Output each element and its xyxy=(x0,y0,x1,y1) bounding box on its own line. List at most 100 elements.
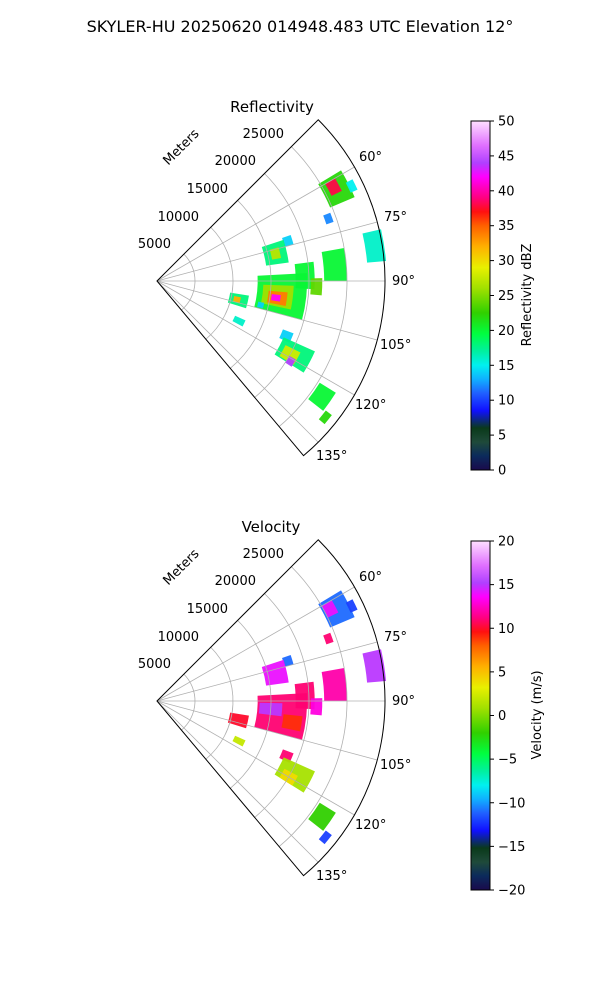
azimuth-spoke xyxy=(156,586,355,702)
range-label-5000: 5000 xyxy=(138,657,171,672)
data-cell xyxy=(345,599,358,613)
data-cell xyxy=(281,714,303,732)
range-ring xyxy=(230,620,272,789)
data-cell xyxy=(232,735,246,747)
data-cell xyxy=(310,278,323,296)
colorbar-tick-label: 5 xyxy=(498,429,506,444)
data-cell xyxy=(308,802,336,831)
data-cell xyxy=(362,229,387,263)
range-ring xyxy=(278,566,348,847)
range-label-25000: 25000 xyxy=(243,547,284,562)
data-cell xyxy=(318,410,332,425)
azimuth-spoke xyxy=(156,641,378,702)
reflectivity-colorbar-ticks: 0 5 10 15 20 25 30 35 40 45 50 xyxy=(490,115,515,479)
colorbar-tick-label: 0 xyxy=(498,709,506,724)
data-cell xyxy=(227,712,249,729)
velocity-data-layer xyxy=(227,590,387,845)
azimuth-label-135: 135° xyxy=(316,449,347,464)
data-cell xyxy=(270,294,281,302)
colorbar-tick-label: −5 xyxy=(498,753,517,768)
range-ring xyxy=(205,646,234,760)
range-ring xyxy=(278,146,348,427)
data-cell xyxy=(321,668,347,701)
reflectivity-title: Reflectivity xyxy=(230,98,314,116)
velocity-colorbar-label: Velocity (m/s) xyxy=(530,670,545,759)
azimuth-spoke xyxy=(156,700,378,761)
velocity-colorbar-ticks: −20 −15 −10 −5 0 5 10 15 20 xyxy=(490,535,525,899)
azimuth-spoke xyxy=(156,280,378,341)
data-cell xyxy=(232,315,246,327)
colorbar-tick-label: −15 xyxy=(498,840,525,855)
reflectivity-azimuth-labels: 60° 75° 90° 105° 120° 135° xyxy=(316,150,415,464)
range-label-20000: 20000 xyxy=(215,154,256,169)
reflectivity-data-layer xyxy=(227,170,387,425)
velocity-title: Velocity xyxy=(242,518,301,536)
azimuth-label-105: 105° xyxy=(380,758,411,773)
range-label-10000: 10000 xyxy=(158,630,199,645)
colorbar-tick-label: 20 xyxy=(498,324,515,339)
azimuth-spoke xyxy=(156,700,355,816)
colorbar-tick-label: 10 xyxy=(498,394,515,409)
velocity-azimuth-labels: 60° 75° 90° 105° 120° 135° xyxy=(316,570,415,884)
azimuth-label-120: 120° xyxy=(355,398,386,413)
data-cell xyxy=(321,600,339,618)
reflectivity-colorbar xyxy=(470,120,491,471)
colorbar-tick-label: 30 xyxy=(498,254,515,269)
data-cell xyxy=(282,654,294,667)
range-label-10000: 10000 xyxy=(158,210,199,225)
colorbar-tick-label: 50 xyxy=(498,115,515,130)
data-cell xyxy=(257,301,265,309)
range-label-15000: 15000 xyxy=(187,602,228,617)
velocity-panel: Velocity 5000 10000 15000 20000 25000 Me… xyxy=(138,518,545,899)
range-label-15000: 15000 xyxy=(187,182,228,197)
sector-frame xyxy=(156,119,386,457)
colorbar-tick-label: 40 xyxy=(498,184,515,199)
colorbar-tick-label: 20 xyxy=(498,535,515,550)
velocity-grid xyxy=(156,539,386,877)
azimuth-label-90: 90° xyxy=(392,694,415,709)
reflectivity-colorbar-label: Reflectivity dBZ xyxy=(520,244,535,347)
azimuth-spoke xyxy=(156,280,355,396)
azimuth-spoke xyxy=(156,700,319,863)
reflectivity-range-labels: 5000 10000 15000 20000 25000 xyxy=(138,127,284,252)
sector-frame xyxy=(156,539,386,877)
range-label-20000: 20000 xyxy=(215,574,256,589)
data-cell xyxy=(308,382,336,411)
velocity-range-labels: 5000 10000 15000 20000 25000 xyxy=(138,547,284,672)
reflectivity-grid xyxy=(156,119,386,457)
colorbar-tick-label: 15 xyxy=(498,578,515,593)
range-label-5000: 5000 xyxy=(138,237,171,252)
colorbar-tick-label: 15 xyxy=(498,359,515,374)
colorbar-tick-label: 0 xyxy=(498,464,506,479)
velocity-range-axis-label: Meters xyxy=(161,546,203,588)
azimuth-spoke xyxy=(156,166,355,282)
reflectivity-panel: Reflectivity 5000 10000 15000 20000 2500… xyxy=(138,98,535,479)
data-cell xyxy=(323,632,334,645)
range-ring xyxy=(230,200,272,369)
colorbar-tick-label: 10 xyxy=(498,622,515,637)
data-cell xyxy=(232,296,241,304)
azimuth-spoke xyxy=(156,280,319,443)
azimuth-label-120: 120° xyxy=(355,818,386,833)
range-ring xyxy=(254,173,310,398)
data-cell xyxy=(323,212,334,225)
data-cell xyxy=(261,659,289,686)
reflectivity-range-axis-label: Meters xyxy=(161,126,203,168)
range-label-25000: 25000 xyxy=(243,127,284,142)
velocity-colorbar xyxy=(470,540,491,891)
azimuth-label-75: 75° xyxy=(384,630,407,645)
colorbar-tick-label: 5 xyxy=(498,665,506,680)
colorbar-tick-label: −10 xyxy=(498,796,525,811)
azimuth-label-135: 135° xyxy=(316,869,347,884)
range-ring xyxy=(205,226,234,340)
data-cell xyxy=(362,649,387,683)
azimuth-label-105: 105° xyxy=(380,338,411,353)
colorbar-tick-label: −20 xyxy=(498,884,525,899)
data-cell xyxy=(345,179,358,193)
data-cell xyxy=(321,248,347,281)
colorbar-tick-label: 35 xyxy=(498,219,515,234)
colorbar-tick-label: 45 xyxy=(498,149,515,164)
colorbar-tick-label: 25 xyxy=(498,289,515,304)
azimuth-label-75: 75° xyxy=(384,210,407,225)
